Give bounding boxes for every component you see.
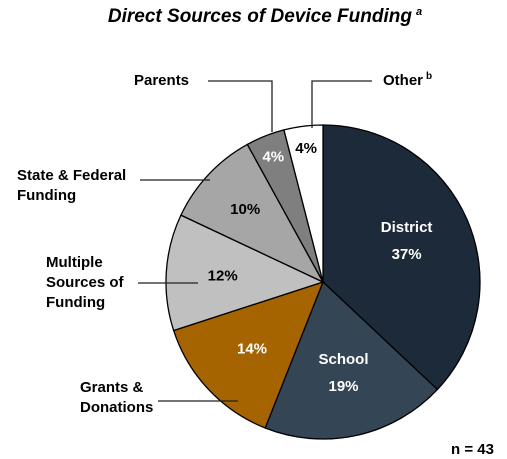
category-label-parents: Parents — [134, 72, 189, 89]
category-label-state-and-federal-funding: State & Federal Funding — [17, 167, 126, 204]
sample-size-note: n = 43 — [451, 441, 494, 458]
pie-slice-other — [283, 124, 324, 283]
leader-line-other — [311, 80, 372, 128]
category-label-other: Other b — [383, 71, 432, 89]
slice-label-district: District — [381, 219, 433, 236]
percent-label-multiple-sources-of-funding: 12% — [208, 268, 238, 285]
percent-label-district: 37% — [392, 246, 422, 263]
pie-slice-multiple-sources-of-funding — [165, 214, 325, 332]
category-label-multiple-sources-of-funding: Multiple Sources of Funding — [46, 254, 125, 311]
category-label-grants-and-donations: Grants & Donations — [80, 379, 153, 416]
percent-label-state-and-federal-funding: 10% — [230, 201, 260, 218]
pie-slice-state-and-federal-funding — [180, 143, 325, 284]
percent-label-other: 4% — [295, 140, 317, 157]
pie-slice-school — [264, 280, 439, 440]
pie-slice-district — [322, 124, 481, 391]
leader-line-parents — [208, 80, 273, 132]
category-labels: District School Grants & Donations Multiple S… — [17, 71, 432, 416]
leader-lines — [138, 80, 372, 402]
percent-label-parents: 4% — [262, 149, 284, 166]
slice-label-school: School — [318, 351, 368, 368]
pie-slices — [165, 124, 481, 440]
chart-title: Direct Sources of Device Funding a — [108, 6, 422, 27]
percent-label-school: 19% — [328, 378, 358, 395]
percent-labels: 37% 19% 14% 12% 10% 4% 4% — [208, 140, 422, 395]
percent-label-grants-and-donations: 14% — [237, 341, 267, 358]
